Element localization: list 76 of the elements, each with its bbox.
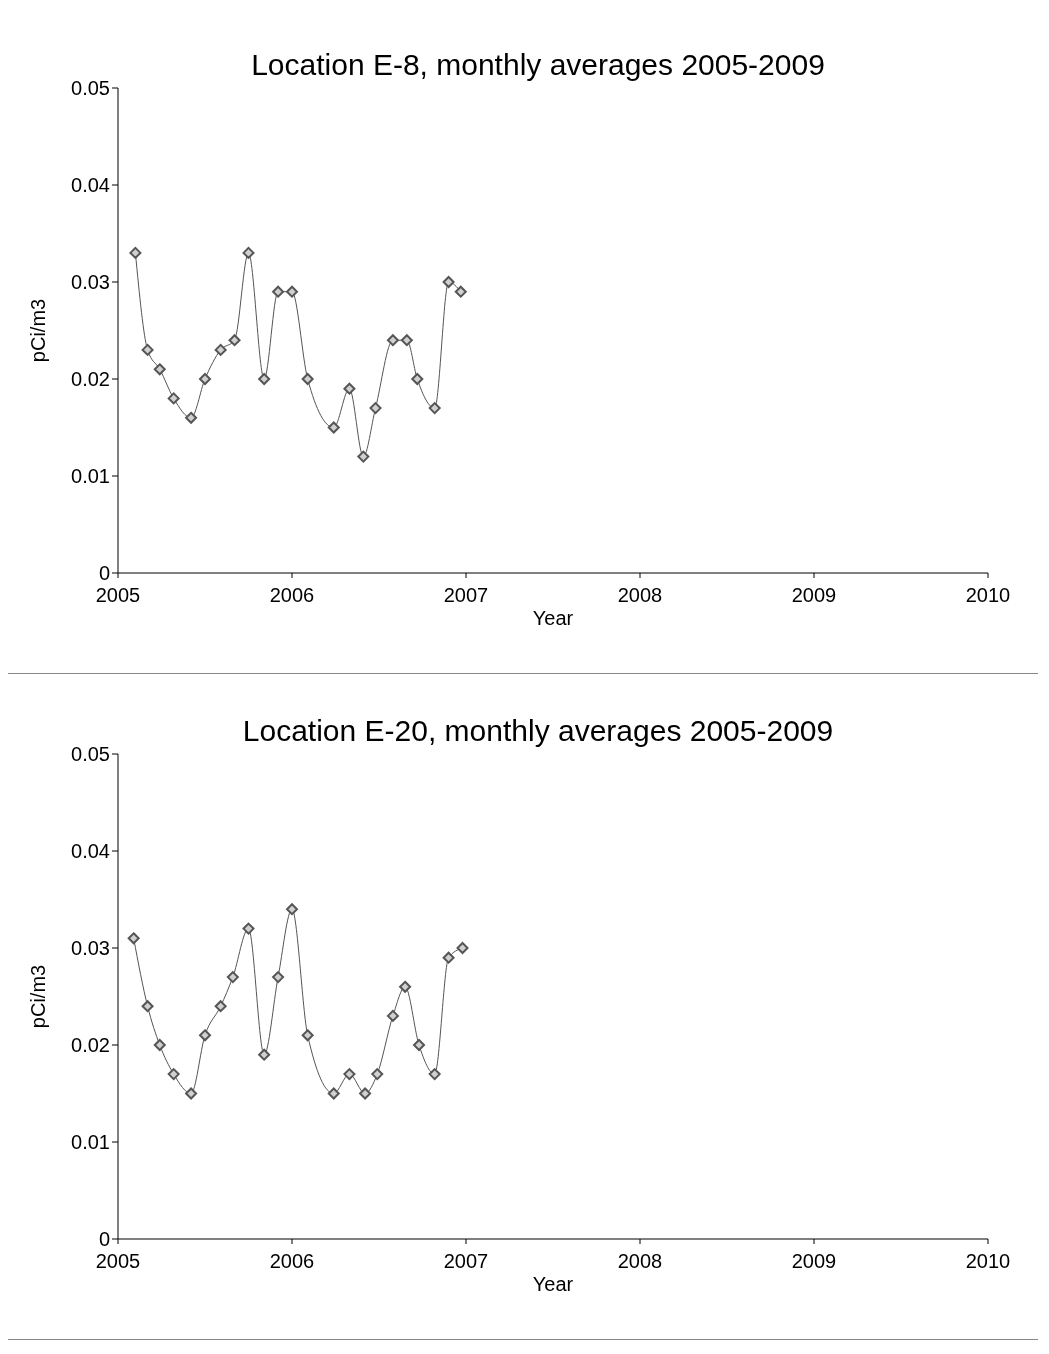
point <box>258 1048 271 1061</box>
x-tick-label: 2009 <box>791 1250 837 1273</box>
point <box>371 1068 384 1081</box>
point <box>301 373 314 385</box>
x-axis-title: Year <box>532 607 574 629</box>
y-tick-label: 0.04 <box>71 840 110 863</box>
x-tick-label: 2006 <box>269 1250 315 1273</box>
y-axis-title: pCi/m3 <box>27 298 50 363</box>
point <box>442 951 455 964</box>
x-tick-label: 2006 <box>269 584 315 607</box>
point <box>343 1068 356 1081</box>
point <box>127 932 140 945</box>
y-tick-label: 0.02 <box>71 368 110 391</box>
point <box>442 276 455 288</box>
y-tick-label: 0.01 <box>71 1131 110 1154</box>
point <box>228 334 241 347</box>
point <box>129 246 142 259</box>
y-tick-label: 0.04 <box>71 174 110 197</box>
point <box>286 903 298 916</box>
point <box>199 373 211 385</box>
point <box>428 1068 441 1081</box>
point <box>185 411 198 424</box>
x-tick-label: 2007 <box>443 584 489 607</box>
x-tick-label: 2005 <box>95 584 141 607</box>
x-tick-label: 2008 <box>617 1250 663 1273</box>
point <box>301 1029 314 1042</box>
point <box>214 343 227 356</box>
point <box>214 1000 227 1013</box>
y-tick-label: 0.02 <box>71 1034 110 1057</box>
point <box>242 922 255 935</box>
point <box>141 1000 154 1013</box>
point <box>399 980 412 993</box>
point <box>327 1087 340 1100</box>
point <box>386 334 399 347</box>
point <box>369 402 382 415</box>
point <box>153 363 166 376</box>
y-tick-label: 0 <box>98 562 110 585</box>
point <box>272 285 285 298</box>
point <box>400 334 413 347</box>
point <box>359 1087 372 1100</box>
point <box>226 971 239 984</box>
point <box>272 971 285 984</box>
point <box>167 392 180 405</box>
point <box>185 1087 198 1100</box>
y-tick-label: 0.05 <box>71 743 110 766</box>
point <box>258 373 271 385</box>
y-tick-label: 0.03 <box>71 937 110 960</box>
y-tick-label: 0.03 <box>71 271 110 294</box>
point <box>454 285 467 298</box>
x-tick-label: 2007 <box>443 1250 489 1273</box>
point <box>343 382 356 395</box>
point <box>411 373 424 385</box>
point <box>167 1068 180 1081</box>
chart-title: Location E-8, monthly averages 2005-2009 <box>251 48 825 81</box>
point <box>327 421 340 434</box>
y-axis-title: pCi/m3 <box>27 964 50 1029</box>
y-tick-label: 0 <box>98 1228 110 1251</box>
chart-title: Location E-20, monthly averages 2005-2009 <box>242 714 834 747</box>
point <box>386 1009 399 1022</box>
x-tick-label: 2008 <box>617 584 663 607</box>
point <box>153 1039 166 1051</box>
x-axis-title: Year <box>532 1273 574 1295</box>
point <box>199 1029 211 1042</box>
y-tick-label: 0.01 <box>71 465 110 488</box>
x-tick-label: 2005 <box>95 1250 141 1273</box>
x-tick-label: 2009 <box>791 584 837 607</box>
y-tick-label: 0.05 <box>71 77 110 100</box>
x-tick-label: 2010 <box>965 584 1011 607</box>
point <box>357 450 370 463</box>
x-tick-label: 2010 <box>965 1250 1011 1273</box>
point <box>242 246 255 259</box>
point <box>413 1039 426 1051</box>
point <box>428 402 441 415</box>
point <box>141 343 154 356</box>
point <box>456 942 469 954</box>
point <box>286 285 298 298</box>
